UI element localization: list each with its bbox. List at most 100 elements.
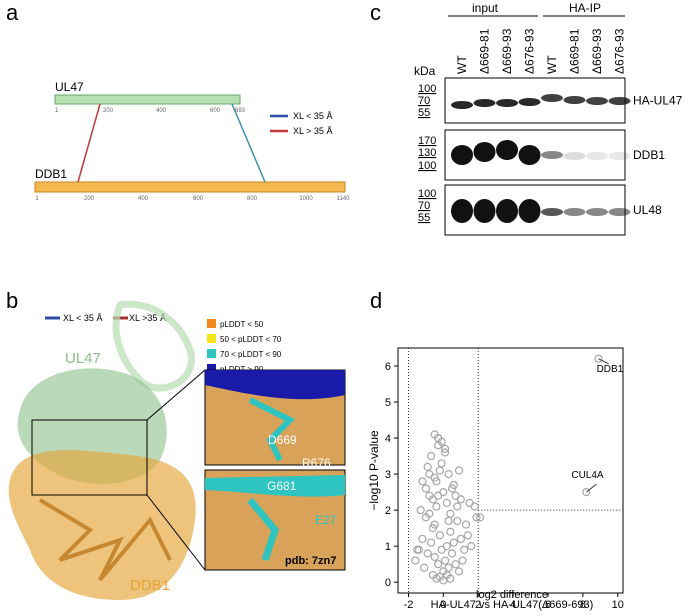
band — [608, 97, 631, 105]
x-axis-label: HA-UL47 vs HA-UL47(Δ669-693) — [431, 599, 594, 611]
band — [541, 208, 563, 216]
crosslink — [77, 103, 101, 183]
band — [563, 96, 586, 104]
data-point — [425, 509, 434, 518]
structure-label: UL47 — [65, 350, 101, 367]
lane-label: Δ669-93 — [500, 28, 514, 74]
data-point — [453, 502, 462, 511]
panel-b: b XL < 35 Å XL >35 Å UL47 DDB1 pLDDT < 5… — [6, 288, 346, 600]
data-point — [451, 560, 460, 569]
blot-label: UL48 — [633, 203, 662, 217]
annotation-line — [586, 483, 597, 493]
group-label: HA-IP — [569, 1, 601, 15]
residue-tick: 1000 — [299, 196, 313, 202]
protein-bar — [54, 94, 241, 105]
pdb-label: pdb: 7zn7 — [285, 555, 336, 567]
structure-label: DDB1 — [130, 577, 170, 594]
residue-tick: 800 — [247, 196, 258, 202]
data-point — [423, 549, 432, 558]
panel-label: c — [370, 0, 381, 25]
data-point — [456, 534, 465, 544]
band — [586, 97, 608, 105]
residue-tick: 693 — [235, 108, 246, 114]
residue-label: D669 — [268, 433, 297, 447]
data-point — [460, 545, 469, 554]
mw-marker: 100 — [418, 160, 436, 172]
mw-marker: 55 — [418, 212, 430, 224]
zoom-line — [146, 369, 206, 421]
data-point — [451, 491, 460, 500]
x-tick-label: -2 — [404, 599, 414, 611]
data-point — [454, 466, 464, 475]
band — [451, 101, 473, 109]
lane-label: Δ676-93 — [613, 28, 627, 74]
mw-marker: 70 — [418, 95, 430, 107]
data-point — [425, 470, 434, 479]
residue-tick: 200 — [103, 108, 114, 114]
residue-label: R676 — [302, 456, 331, 470]
data-point — [430, 552, 439, 562]
residue-label: G681 — [267, 479, 297, 493]
data-point — [440, 556, 450, 565]
inset-helix — [205, 475, 345, 497]
legend-swatch — [207, 334, 216, 343]
mw-marker: 170 — [418, 135, 436, 147]
data-point — [413, 545, 422, 554]
legend-swatch — [207, 319, 216, 328]
band — [541, 151, 563, 159]
data-point — [444, 563, 453, 572]
residue-tick: 400 — [156, 108, 167, 114]
y-tick-label: 6 — [385, 361, 391, 373]
annotation-line — [598, 358, 609, 365]
data-point — [444, 516, 453, 526]
group-label: input — [472, 1, 499, 15]
band — [518, 199, 541, 223]
data-point — [594, 354, 603, 363]
legend-label: 50 < pLDDT < 70 — [220, 335, 282, 344]
data-point — [427, 451, 436, 461]
data-point — [423, 462, 432, 471]
x-tick-label: 4 — [510, 599, 516, 611]
x-tick-label: 6 — [545, 599, 551, 611]
residue-tick: 400 — [138, 196, 149, 202]
residue-tick: 600 — [210, 108, 221, 114]
x-tick-label: 2 — [475, 599, 481, 611]
protein-bar — [34, 181, 346, 193]
data-point — [463, 531, 472, 540]
panel-a: a UL47 1 200 400 600 693 DDB1 1 200 400 … — [6, 0, 350, 202]
mw-marker: 130 — [418, 147, 436, 159]
band — [586, 208, 608, 216]
band — [518, 145, 541, 165]
data-point — [416, 506, 425, 515]
data-point — [442, 542, 451, 551]
legend-label: XL > 35 Å — [293, 126, 332, 136]
data-point — [446, 527, 455, 536]
lane-label: WT — [545, 55, 559, 74]
data-point — [453, 516, 462, 526]
data-point — [427, 538, 436, 547]
data-point — [454, 567, 464, 576]
y-tick-label: 4 — [385, 433, 391, 445]
x-tick-label: 0 — [440, 599, 446, 611]
legend-swatch — [207, 364, 216, 373]
band — [496, 140, 518, 160]
band — [563, 152, 586, 160]
mw-marker: 70 — [418, 200, 430, 212]
inset-helix — [205, 370, 345, 400]
structure-helix — [38, 498, 172, 582]
data-point — [458, 556, 467, 565]
data-point — [470, 502, 479, 511]
data-point — [447, 549, 457, 558]
band — [451, 145, 473, 165]
panel-c: c input HA-IP WT Δ669-81 Δ669-93 Δ676-93 WT Δ… — [370, 0, 683, 236]
legend-label: XL >35 Å — [129, 313, 166, 323]
data-point — [430, 520, 439, 529]
zoom-box — [31, 419, 148, 496]
data-point — [420, 563, 429, 572]
blot-label: HA-UL47 — [633, 94, 683, 108]
data-point — [440, 444, 450, 453]
residue-tick: 200 — [84, 196, 95, 202]
band — [473, 142, 496, 162]
y-tick-label: 2 — [385, 505, 391, 517]
zoom-line — [146, 494, 206, 571]
